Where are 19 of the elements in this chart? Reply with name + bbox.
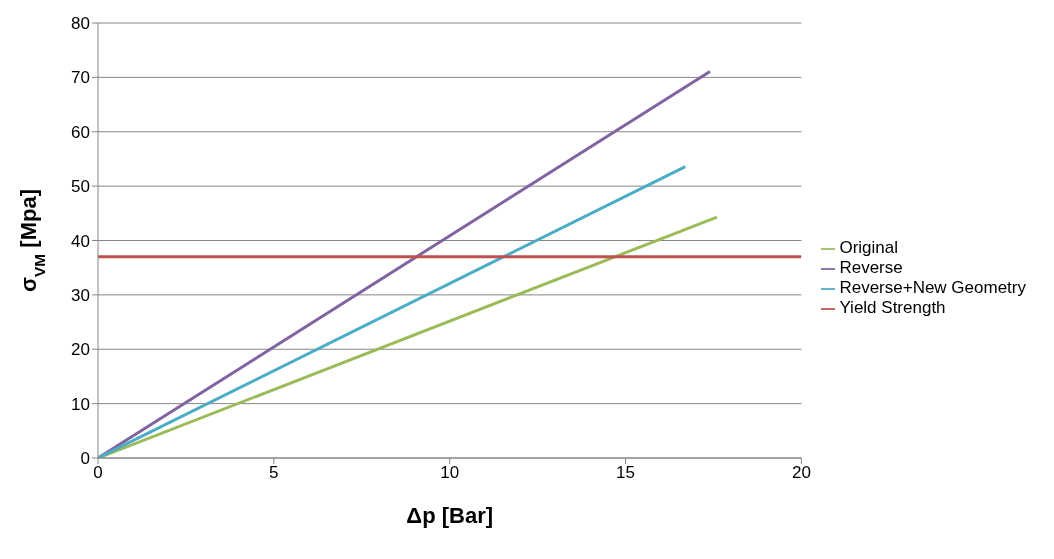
legend-label: Yield Strength [839, 298, 946, 317]
y-tick-label: 50 [71, 177, 90, 197]
x-tick-label: 5 [269, 463, 279, 483]
y-tick-label: 60 [71, 122, 90, 142]
legend-label: Original [839, 238, 898, 257]
x-tick-label: 20 [791, 463, 811, 483]
x-tick-label: 10 [440, 463, 460, 483]
y-tick-label: 0 [80, 449, 90, 469]
legend-label: Reverse [839, 258, 903, 277]
y-tick-label: 20 [71, 340, 90, 360]
y-tick-label: 80 [71, 14, 90, 34]
x-tick-label: 0 [93, 463, 103, 483]
y-tick-label: 30 [71, 285, 90, 305]
y-tick-label: 70 [71, 68, 90, 88]
x-tick-label: 15 [616, 463, 636, 483]
legend-label: Reverse+New Geometry [839, 278, 1026, 297]
y-tick-label: 40 [71, 231, 90, 251]
y-tick-label: 10 [71, 394, 90, 414]
x-axis-title: Δp [Bar] [406, 503, 494, 528]
